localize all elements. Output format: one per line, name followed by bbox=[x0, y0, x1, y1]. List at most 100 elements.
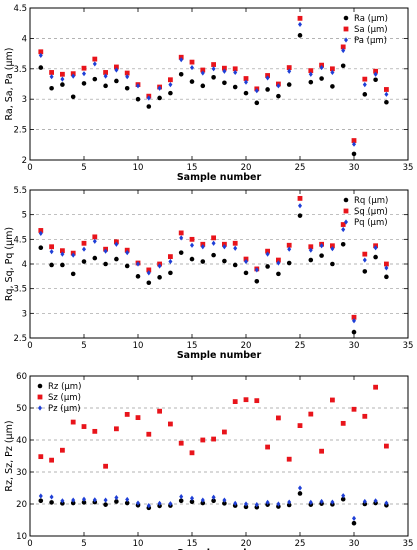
data-point bbox=[340, 44, 346, 50]
data-point bbox=[168, 82, 173, 88]
x-tick-label: 35 bbox=[403, 539, 414, 549]
data-point bbox=[373, 254, 378, 260]
data-point bbox=[49, 70, 54, 75]
data-point bbox=[286, 65, 292, 70]
data-point bbox=[189, 499, 195, 505]
data-point bbox=[60, 82, 65, 87]
data-point bbox=[287, 68, 292, 74]
data-point bbox=[38, 493, 43, 499]
data-point bbox=[178, 230, 184, 236]
data-point bbox=[81, 81, 87, 86]
data-point bbox=[222, 429, 227, 435]
x-axis-label: Sample number bbox=[177, 350, 262, 361]
data-point bbox=[168, 501, 173, 507]
data-point bbox=[340, 496, 346, 502]
x-tick-label: 5 bbox=[81, 539, 86, 549]
data-point bbox=[211, 252, 216, 258]
data-point bbox=[276, 93, 281, 99]
data-point bbox=[211, 498, 216, 504]
data-point bbox=[114, 64, 119, 70]
data-point bbox=[114, 241, 119, 247]
data-point bbox=[49, 457, 54, 463]
data-point bbox=[351, 406, 357, 412]
x-tick-label: 20 bbox=[241, 341, 252, 351]
data-point bbox=[178, 498, 184, 504]
data-point bbox=[60, 251, 65, 257]
data-point bbox=[319, 253, 324, 258]
data-point bbox=[146, 95, 151, 101]
data-point bbox=[373, 68, 378, 74]
data-point bbox=[38, 245, 44, 251]
data-point bbox=[254, 267, 259, 273]
data-point bbox=[168, 90, 173, 96]
data-point bbox=[103, 261, 108, 267]
data-point bbox=[351, 138, 357, 143]
data-point bbox=[297, 423, 303, 428]
data-point bbox=[286, 456, 292, 462]
data-point bbox=[200, 497, 205, 503]
data-point bbox=[70, 271, 76, 277]
data-point bbox=[38, 228, 44, 233]
data-point bbox=[146, 267, 152, 273]
data-point bbox=[38, 454, 44, 460]
data-point bbox=[308, 71, 313, 77]
data-point bbox=[222, 501, 227, 506]
data-point bbox=[38, 498, 44, 504]
legend-label: Sa (μm) bbox=[354, 25, 388, 35]
data-point bbox=[81, 500, 87, 505]
data-point bbox=[373, 498, 378, 504]
y-tick-label: 4.5 bbox=[13, 4, 27, 14]
x-tick-label: 30 bbox=[349, 163, 360, 173]
data-point bbox=[200, 244, 205, 250]
data-point bbox=[49, 244, 54, 250]
y-tick-label: 2.5 bbox=[13, 334, 27, 344]
data-point bbox=[82, 246, 86, 252]
x-tick-label: 30 bbox=[349, 341, 360, 351]
data-point bbox=[308, 499, 313, 505]
data-point bbox=[319, 76, 324, 81]
data-point bbox=[254, 398, 260, 404]
data-point bbox=[136, 261, 140, 267]
data-point bbox=[254, 100, 260, 106]
data-point bbox=[265, 248, 270, 254]
data-point bbox=[276, 501, 281, 507]
data-point bbox=[70, 94, 76, 100]
data-point bbox=[200, 259, 206, 264]
y-axis-label: Rq, Sq, Pq (μm) bbox=[4, 227, 15, 301]
data-point bbox=[286, 82, 292, 87]
data-point bbox=[103, 502, 108, 507]
data-point bbox=[265, 264, 270, 269]
data-point bbox=[232, 84, 238, 90]
data-point bbox=[211, 235, 216, 241]
data-point bbox=[362, 92, 368, 97]
data-point bbox=[157, 275, 162, 280]
data-point bbox=[60, 262, 65, 268]
data-point bbox=[190, 64, 194, 71]
chart-panel-2: 2.5 3 3.5 4 4.5 5 5.5 0 5 10 15 20 25 30 35 Sample numb… bbox=[4, 186, 413, 361]
data-point bbox=[233, 69, 238, 76]
data-point bbox=[222, 244, 227, 250]
data-point bbox=[125, 74, 130, 80]
data-point bbox=[244, 79, 248, 85]
data-point bbox=[265, 499, 270, 505]
data-point bbox=[82, 496, 86, 502]
series-1 bbox=[38, 213, 389, 335]
x-tick-label: 5 bbox=[81, 163, 86, 173]
legend-label: Pz (μm) bbox=[48, 404, 81, 414]
y-axis-label: Ra, Sa, Pa (μm) bbox=[4, 48, 15, 121]
data-point bbox=[351, 151, 357, 157]
data-point bbox=[222, 80, 227, 86]
data-point bbox=[308, 411, 314, 417]
data-point bbox=[254, 502, 259, 508]
data-point bbox=[146, 503, 151, 509]
data-point bbox=[297, 491, 303, 496]
y-tick-label: 20 bbox=[16, 500, 27, 510]
plot-frame bbox=[29, 7, 409, 161]
data-point bbox=[114, 495, 119, 501]
data-point bbox=[352, 141, 356, 147]
x-tick-label: 0 bbox=[27, 341, 32, 351]
data-point bbox=[330, 499, 335, 505]
data-point bbox=[136, 500, 140, 506]
legend-label: Sq (μm) bbox=[354, 207, 388, 217]
